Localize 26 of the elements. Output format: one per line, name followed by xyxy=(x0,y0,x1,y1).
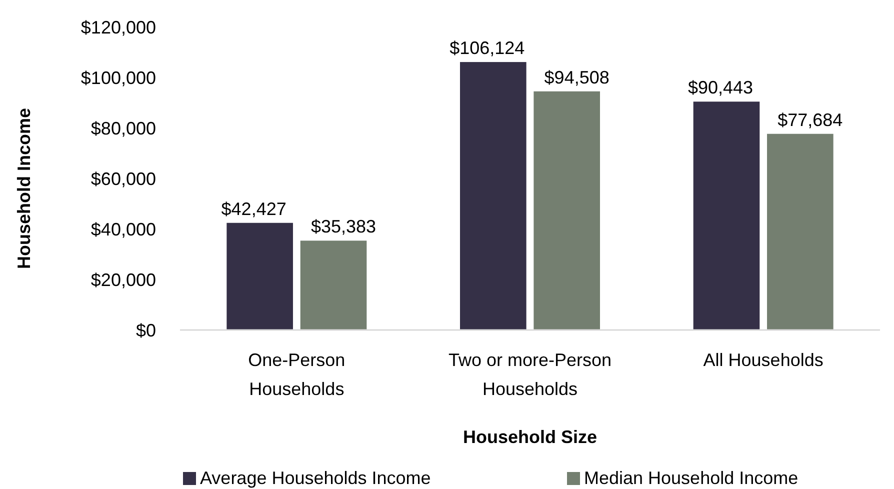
bar xyxy=(767,134,834,330)
y-tick-label: $20,000 xyxy=(90,270,156,290)
y-tick-label: $100,000 xyxy=(80,68,156,88)
data-label: $90,443 xyxy=(688,78,754,98)
legend-label: Median Household Income xyxy=(584,468,798,488)
y-tick-label: $40,000 xyxy=(90,219,156,240)
x-axis-title: Household Size xyxy=(462,427,598,447)
y-tick-label: $0 xyxy=(136,320,156,340)
data-label: $106,124 xyxy=(450,38,525,58)
bar xyxy=(300,240,367,330)
y-tick-label: $120,000 xyxy=(80,17,156,38)
data-label: $77,684 xyxy=(778,110,843,130)
data-label: $35,383 xyxy=(310,216,376,237)
bar xyxy=(226,222,293,330)
legend-label: Average Households Income xyxy=(200,468,431,488)
bar xyxy=(460,62,526,330)
x-tick-label: Two or more-Person Households xyxy=(448,350,612,399)
x-tick-label: One-Person Households xyxy=(248,350,346,399)
y-axis-title: Household Income xyxy=(14,108,34,270)
data-label: $42,427 xyxy=(221,198,286,219)
data-label: $94,508 xyxy=(544,67,610,88)
bar xyxy=(534,91,600,330)
y-tick-label: $80,000 xyxy=(90,118,156,138)
y-tick-label: $60,000 xyxy=(90,168,156,189)
x-tick-label: All Households xyxy=(703,350,824,370)
bar xyxy=(693,102,760,330)
